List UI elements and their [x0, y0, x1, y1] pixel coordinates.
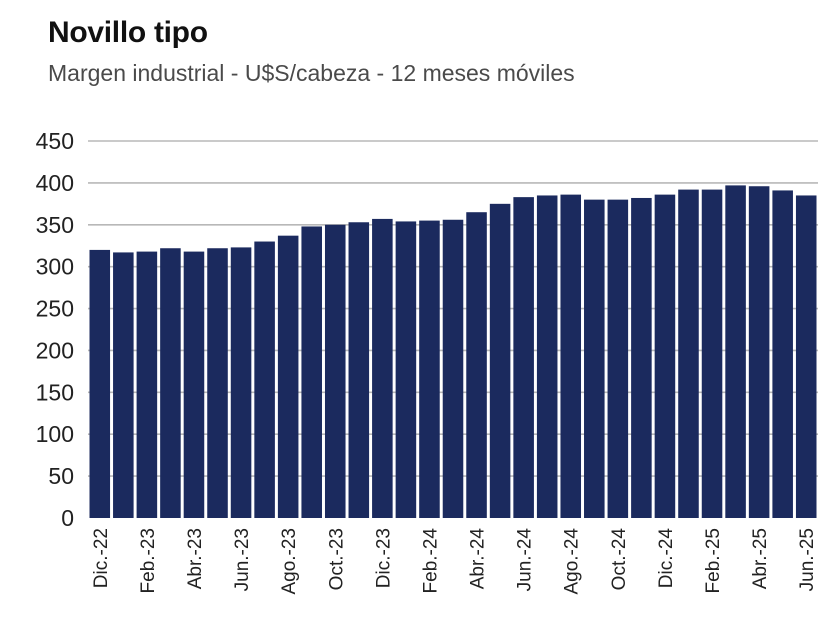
x-tick-label: Feb.-23	[138, 528, 159, 593]
x-tick-label: Oct.-23	[326, 528, 347, 590]
y-tick-label: 450	[36, 128, 74, 154]
x-tick-label: Ago.-24	[562, 528, 583, 595]
x-tick-label: Abr.-24	[468, 528, 489, 590]
bars	[89, 185, 817, 519]
bar	[372, 218, 393, 518]
bar	[795, 195, 817, 518]
y-tick-label: 250	[36, 296, 74, 322]
bar	[89, 249, 111, 518]
bar	[536, 195, 558, 518]
bar	[654, 194, 676, 518]
y-tick-label: 400	[36, 170, 74, 196]
bar	[254, 241, 275, 518]
x-tick-label: Oct.-24	[609, 528, 630, 591]
bar	[324, 224, 346, 518]
y-tick-label: 200	[36, 337, 74, 363]
y-tick-label: 150	[36, 379, 74, 405]
bar	[748, 186, 770, 519]
bar	[772, 190, 793, 518]
x-tick-label: Ago.-23	[279, 528, 300, 595]
bar	[607, 199, 629, 518]
x-tick-label: Jun.-24	[515, 528, 536, 592]
bar	[419, 220, 440, 518]
bar	[301, 226, 322, 518]
x-tick-label: Jun.-23	[232, 528, 253, 591]
y-tick-label: 300	[36, 254, 74, 280]
bar	[513, 197, 534, 518]
x-tick-label: Feb.-25	[703, 528, 724, 593]
chart-title: Novillo tipo	[48, 16, 208, 49]
bar	[183, 251, 205, 518]
bar	[395, 221, 417, 518]
bar	[136, 251, 158, 518]
bar	[584, 199, 605, 518]
bar	[489, 203, 511, 518]
y-tick-label: 50	[48, 463, 74, 489]
x-tick-label: Dic.-24	[656, 528, 677, 589]
x-axis-tick-labels: Dic.-22 Feb.-23 Abr.-23 Jun.-23 Ago.-23 Oct.-…	[91, 528, 818, 595]
bar	[442, 219, 464, 518]
bar	[348, 222, 370, 518]
y-tick-label: 350	[36, 212, 74, 238]
x-tick-label: Feb.-24	[420, 528, 441, 594]
y-tick-label: 100	[36, 421, 74, 447]
y-axis-tick-labels: 0 50 100 150 200 250 300 350 400 450	[36, 128, 74, 531]
bar	[277, 235, 299, 519]
bar	[701, 189, 723, 518]
x-tick-label: Dic.-22	[91, 528, 112, 588]
chart-subtitle: Margen industrial - U$S/cabeza - 12 mese…	[48, 60, 575, 86]
bar	[230, 247, 252, 518]
x-tick-label: Abr.-25	[750, 528, 771, 589]
bar	[466, 212, 487, 518]
bar	[207, 248, 228, 519]
bar	[678, 189, 699, 518]
bar	[113, 252, 134, 519]
x-tick-label: Abr.-23	[185, 528, 206, 589]
bar	[160, 248, 181, 519]
bar	[560, 194, 582, 518]
x-tick-label: Dic.-23	[373, 528, 394, 588]
bar	[631, 197, 652, 518]
x-tick-label: Jun.-25	[797, 528, 818, 591]
bar	[725, 185, 746, 518]
y-tick-label: 0	[61, 505, 74, 531]
